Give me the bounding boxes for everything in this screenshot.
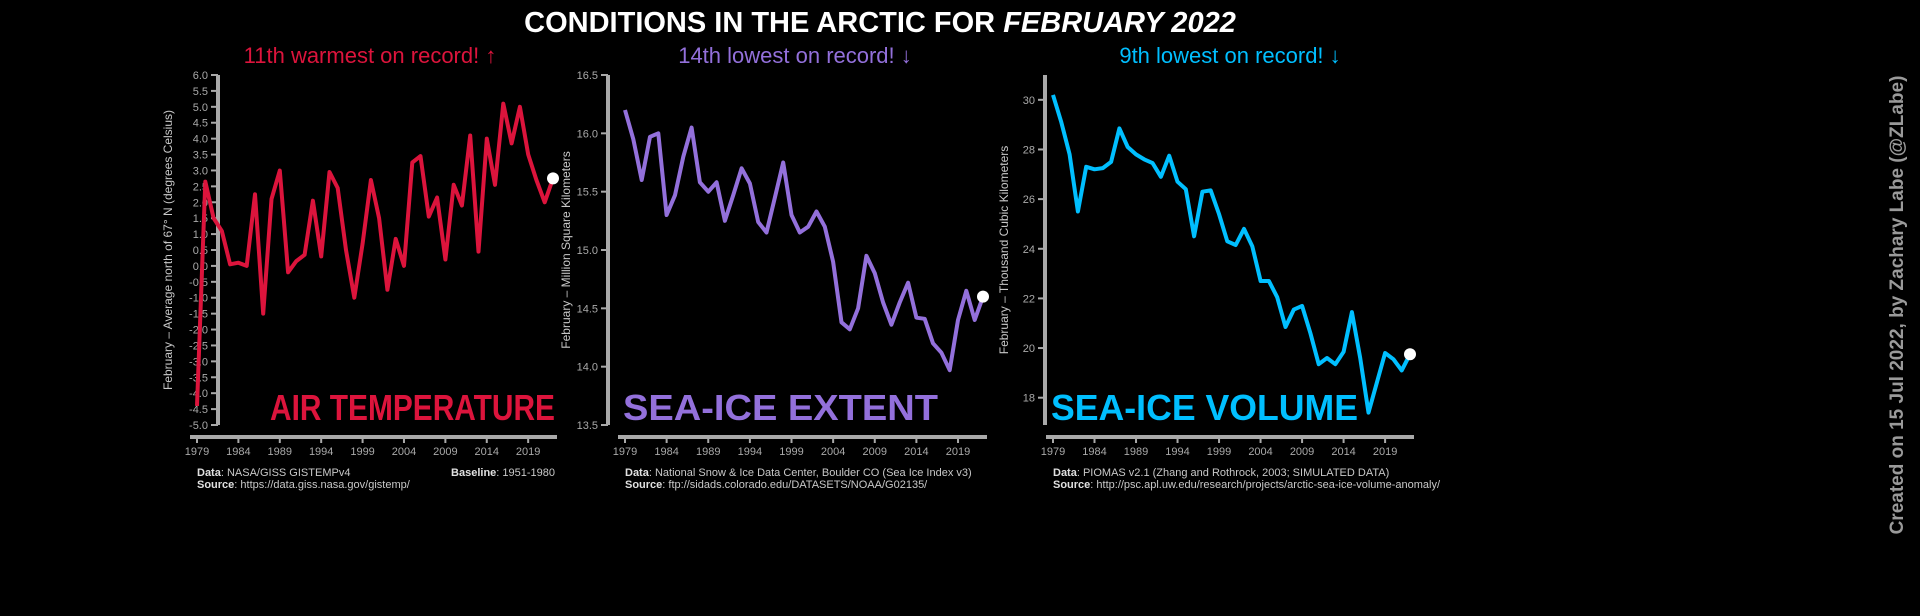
x-tick-label: 1999: [779, 446, 803, 458]
x-tick-label: 2019: [946, 446, 970, 458]
y-tick-label: 15.5: [577, 187, 598, 199]
data-text: : PIOMAS v2.1 (Zhang and Rothrock, 2003;…: [1077, 467, 1389, 479]
source-label: Source: [625, 479, 662, 491]
y-tick-label: 1.0: [193, 229, 208, 241]
y-tick-label: 16.5: [577, 70, 598, 82]
panels: 11th warmest on record! ↑-5.0-4.5-4.0-3.…: [161, 43, 1441, 491]
data-text: : National Snow & Ice Data Center, Bould…: [649, 467, 972, 479]
x-tick-label: 1999: [350, 446, 374, 458]
x-tick-label: 2009: [863, 446, 887, 458]
figure-title: CONDITIONS IN THE ARCTIC FOR FEBRUARY 20…: [524, 7, 1236, 39]
source-credit: Source: http://psc.apl.uw.edu/research/p…: [1053, 479, 1441, 491]
panel-air: 11th warmest on record! ↑-5.0-4.5-4.0-3.…: [161, 43, 559, 491]
x-tick-label: 1979: [1041, 446, 1065, 458]
x-tick-label: 1984: [1082, 446, 1106, 458]
y-tick-label: 3.5: [193, 150, 208, 162]
source-text: : ftp://sidads.colorado.edu/DATASETS/NOA…: [662, 479, 928, 491]
y-tick-label: 14.0: [577, 362, 598, 374]
highlight-marker-2022: [547, 172, 559, 184]
highlight-marker-2022: [1404, 348, 1416, 360]
x-tick-label: 2009: [433, 446, 457, 458]
variable-title: AIR TEMPERATURE: [270, 387, 555, 428]
x-tick-label: 2014: [904, 446, 928, 458]
data-label: Data: [1053, 467, 1078, 479]
x-tick-label: 2014: [475, 446, 499, 458]
data-label: Data: [197, 467, 222, 479]
y-tick-label: 15.0: [577, 245, 598, 257]
y-axis-label: February – Thousand Cubic Kilometers: [997, 146, 1011, 355]
y-tick-label: 20: [1023, 343, 1035, 355]
source-text: : https://data.giss.nasa.gov/gistemp/: [234, 479, 410, 491]
data-text: : NASA/GISS GISTEMPv4: [221, 467, 351, 479]
data-credit: Data: PIOMAS v2.1 (Zhang and Rothrock, 2…: [1053, 467, 1389, 479]
x-tick-label: 1989: [696, 446, 720, 458]
data-credit: Data: National Snow & Ice Data Center, B…: [625, 467, 972, 479]
series-line-volume: [1053, 95, 1410, 413]
credit-text: Created on 15 Jul 2022, by Zachary Labe …: [1887, 76, 1908, 535]
record-subtitle: 14th lowest on record! ↓: [678, 43, 912, 68]
x-tick-label: 1999: [1207, 446, 1231, 458]
x-tick-label: 2019: [1373, 446, 1397, 458]
x-tick-label: 1989: [1124, 446, 1148, 458]
data-credit: Data: NASA/GISS GISTEMPv4: [197, 467, 350, 479]
baseline-note: Baseline: 1951-1980: [451, 467, 555, 479]
x-tick-label: 1989: [268, 446, 292, 458]
x-tick-label: 2004: [392, 446, 416, 458]
y-tick-label: -1.0: [189, 293, 208, 305]
y-tick-label: 18: [1023, 393, 1035, 405]
y-tick-label: 5.5: [193, 86, 208, 98]
y-tick-label: 3.0: [193, 165, 208, 177]
highlight-marker-2022: [977, 291, 989, 303]
panel-extent: 14th lowest on record! ↓ 13.5 14.0 14.5 15.0…: [559, 43, 989, 491]
source-label: Source: [1053, 479, 1090, 491]
baseline-label: Baseline: [451, 467, 496, 479]
x-tick-label: 2014: [1331, 446, 1355, 458]
y-tick-label: 30: [1023, 95, 1035, 107]
x-tick-label: 2004: [1248, 446, 1272, 458]
y-tick-label: 4.0: [193, 134, 208, 146]
x-tick-label: 2004: [821, 446, 845, 458]
panel-volume: 9th lowest on record! ↓ 18 20 22 24 26 28 30 Feb…: [997, 43, 1441, 491]
y-tick-label: 16.0: [577, 128, 598, 140]
y-tick-label: 28: [1023, 144, 1035, 156]
y-tick-label: 22: [1023, 293, 1035, 305]
y-tick-label: -0.5: [189, 277, 208, 289]
x-tick-label: 1984: [654, 446, 678, 458]
data-label: Data: [625, 467, 650, 479]
title-month: FEBRUARY 2022: [1003, 7, 1236, 39]
y-tick-label: 0.5: [193, 245, 208, 257]
y-tick-label: 5.0: [193, 102, 208, 114]
source-credit: Source: ftp://sidads.colorado.edu/DATASE…: [625, 479, 928, 491]
series-line-air: [197, 104, 553, 406]
x-tick-label: 1984: [226, 446, 250, 458]
y-tick-label: 14.5: [577, 303, 598, 315]
record-subtitle: 9th lowest on record! ↓: [1119, 43, 1340, 68]
y-axis-label: February – Million Square Kilometers: [559, 151, 573, 348]
source-label: Source: [197, 479, 234, 491]
source-text: : http://psc.apl.uw.edu/research/project…: [1090, 479, 1441, 491]
y-tick-label: 4.5: [193, 118, 208, 130]
series-line-extent: [625, 110, 983, 370]
y-axis-label: February – Average north of 67° N (degre…: [161, 110, 175, 390]
y-tick-label: 24: [1023, 244, 1035, 256]
x-tick-label: 1994: [738, 446, 762, 458]
y-tick-label: -5.0: [189, 420, 208, 432]
x-tick-label: 1994: [1165, 446, 1189, 458]
variable-title: SEA-ICE EXTENT: [623, 387, 938, 428]
x-tick-label: 1979: [185, 446, 209, 458]
x-tick-label: 2009: [1290, 446, 1314, 458]
y-tick-label: 26: [1023, 194, 1035, 206]
title-prefix: CONDITIONS IN THE ARCTIC FOR: [524, 7, 1003, 39]
x-tick-label: 2019: [516, 446, 540, 458]
x-tick-label: 1979: [613, 446, 637, 458]
y-tick-label: 13.5: [577, 420, 598, 432]
x-tick-label: 1994: [309, 446, 333, 458]
variable-title: SEA-ICE VOLUME: [1051, 387, 1358, 428]
y-tick-label: 6.0: [193, 70, 208, 82]
record-subtitle: 11th warmest on record! ↑: [244, 43, 497, 68]
baseline-text: : 1951-1980: [496, 467, 555, 479]
source-credit: Source: https://data.giss.nasa.gov/giste…: [197, 479, 411, 491]
